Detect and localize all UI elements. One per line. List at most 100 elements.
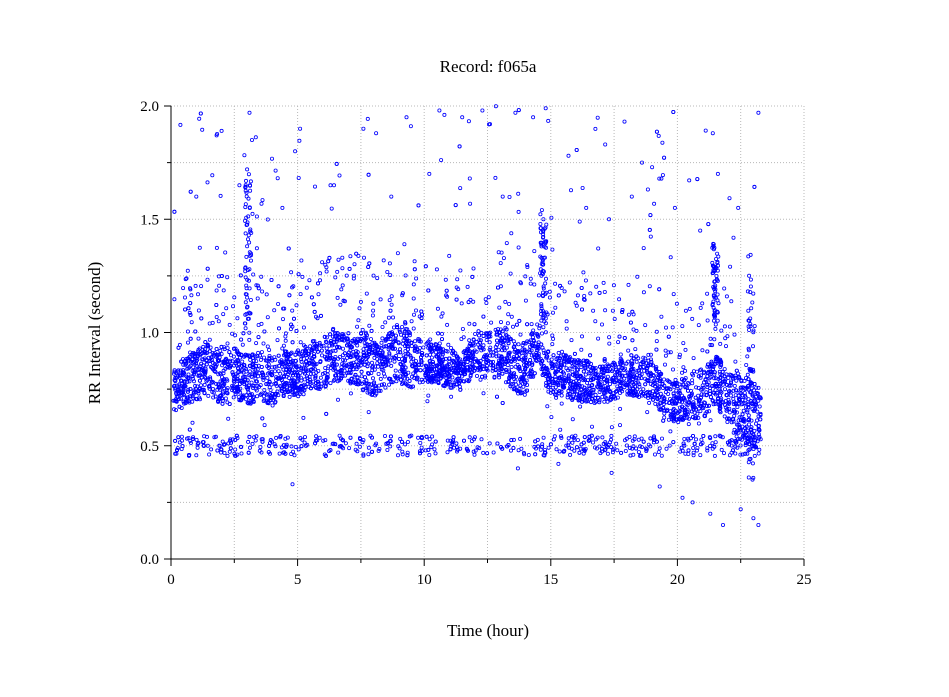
data-point	[492, 375, 497, 380]
data-point	[725, 334, 730, 339]
data-point	[458, 268, 463, 273]
data-point	[727, 389, 732, 394]
data-point	[223, 250, 228, 255]
data-point	[197, 245, 202, 250]
data-point	[680, 324, 685, 329]
data-point	[559, 435, 564, 440]
data-point	[293, 444, 298, 449]
data-point	[298, 292, 303, 297]
data-point	[405, 450, 410, 455]
data-point	[328, 381, 333, 386]
data-point	[375, 276, 380, 281]
data-point	[254, 214, 259, 219]
data-point	[628, 445, 633, 450]
data-point	[575, 376, 580, 381]
data-point	[648, 444, 653, 449]
data-point	[385, 447, 390, 452]
data-point	[307, 278, 312, 283]
data-point	[702, 400, 707, 405]
data-point	[388, 438, 393, 443]
data-point	[664, 446, 669, 451]
data-point	[730, 448, 735, 453]
data-point	[220, 401, 225, 406]
data-point	[666, 334, 671, 339]
data-point	[533, 341, 538, 346]
data-point	[385, 269, 390, 274]
data-point	[675, 383, 680, 388]
data-point	[396, 444, 401, 449]
data-point	[514, 374, 519, 379]
data-point	[702, 413, 707, 418]
data-point	[533, 439, 538, 444]
data-point	[259, 274, 264, 279]
data-point	[722, 374, 727, 379]
data-point	[291, 316, 296, 321]
data-point	[659, 407, 664, 412]
data-point	[370, 347, 375, 352]
data-point	[187, 310, 192, 315]
data-point	[365, 364, 370, 369]
data-point	[305, 376, 310, 381]
data-point	[186, 306, 191, 311]
data-point	[560, 349, 565, 354]
data-point	[468, 341, 473, 346]
data-point	[465, 355, 470, 360]
data-point	[387, 342, 392, 347]
data-point	[472, 348, 477, 353]
data-point	[366, 381, 371, 386]
data-point	[752, 428, 757, 433]
data-point	[312, 184, 317, 189]
data-point	[473, 448, 478, 453]
data-point	[453, 369, 458, 374]
data-point	[743, 443, 748, 448]
data-point	[522, 372, 527, 377]
data-point	[705, 364, 710, 369]
data-point	[348, 254, 353, 259]
data-point	[376, 371, 381, 376]
data-point	[729, 380, 734, 385]
data-point	[443, 277, 448, 282]
data-point	[344, 273, 349, 278]
data-point	[753, 402, 758, 407]
data-point	[708, 443, 713, 448]
data-point	[481, 333, 486, 338]
data-point	[481, 343, 486, 348]
data-point	[529, 322, 534, 327]
data-point	[388, 330, 393, 335]
data-point	[386, 315, 391, 320]
data-point	[490, 353, 495, 358]
data-point	[653, 384, 658, 389]
data-point	[607, 335, 612, 340]
data-point	[416, 203, 421, 208]
data-point	[530, 373, 535, 378]
data-point	[536, 293, 541, 298]
data-point	[407, 434, 412, 439]
data-point	[426, 288, 431, 293]
data-point	[581, 378, 586, 383]
data-point	[428, 352, 433, 357]
data-point	[752, 453, 757, 458]
data-point	[575, 371, 580, 376]
data-point	[188, 438, 193, 443]
data-point	[319, 348, 324, 353]
data-point	[736, 393, 741, 398]
data-point	[336, 257, 341, 262]
data-point	[289, 383, 294, 388]
data-point	[497, 330, 502, 335]
data-point	[411, 356, 416, 361]
data-point	[181, 384, 186, 389]
data-point	[465, 448, 470, 453]
data-point	[683, 308, 688, 313]
data-point	[400, 341, 405, 346]
data-point	[727, 196, 732, 201]
data-point	[217, 394, 222, 399]
data-point	[532, 344, 537, 349]
data-point	[738, 443, 743, 448]
data-point	[302, 371, 307, 376]
data-point	[301, 325, 306, 330]
data-point	[709, 359, 714, 364]
data-point	[705, 446, 710, 451]
data-point	[485, 451, 490, 456]
data-point	[691, 369, 696, 374]
data-point	[682, 396, 687, 401]
